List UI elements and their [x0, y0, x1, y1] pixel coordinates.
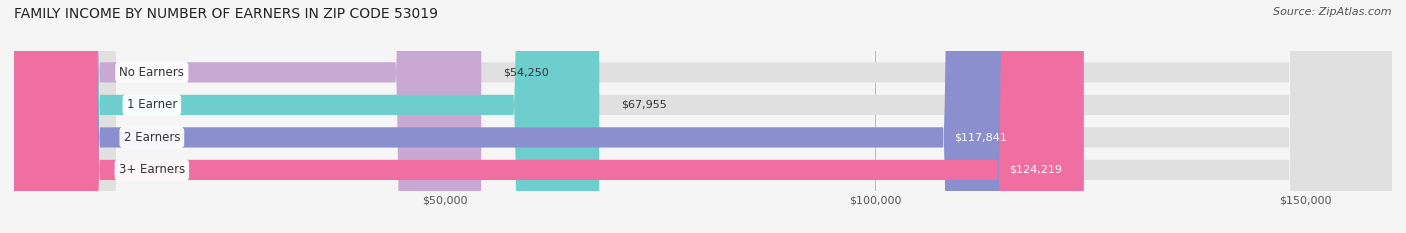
Text: $124,219: $124,219: [1010, 165, 1063, 175]
FancyBboxPatch shape: [14, 0, 1392, 233]
Text: FAMILY INCOME BY NUMBER OF EARNERS IN ZIP CODE 53019: FAMILY INCOME BY NUMBER OF EARNERS IN ZI…: [14, 7, 439, 21]
Text: $117,841: $117,841: [955, 132, 1007, 142]
Text: $67,955: $67,955: [621, 100, 666, 110]
FancyBboxPatch shape: [14, 0, 1029, 233]
Text: 2 Earners: 2 Earners: [124, 131, 180, 144]
Text: 1 Earner: 1 Earner: [127, 98, 177, 111]
FancyBboxPatch shape: [14, 0, 1392, 233]
Text: $54,250: $54,250: [503, 67, 548, 77]
FancyBboxPatch shape: [14, 0, 599, 233]
FancyBboxPatch shape: [14, 0, 1392, 233]
FancyBboxPatch shape: [14, 0, 1084, 233]
Text: No Earners: No Earners: [120, 66, 184, 79]
FancyBboxPatch shape: [14, 0, 481, 233]
Text: 3+ Earners: 3+ Earners: [118, 163, 186, 176]
FancyBboxPatch shape: [14, 0, 1392, 233]
Text: Source: ZipAtlas.com: Source: ZipAtlas.com: [1274, 7, 1392, 17]
